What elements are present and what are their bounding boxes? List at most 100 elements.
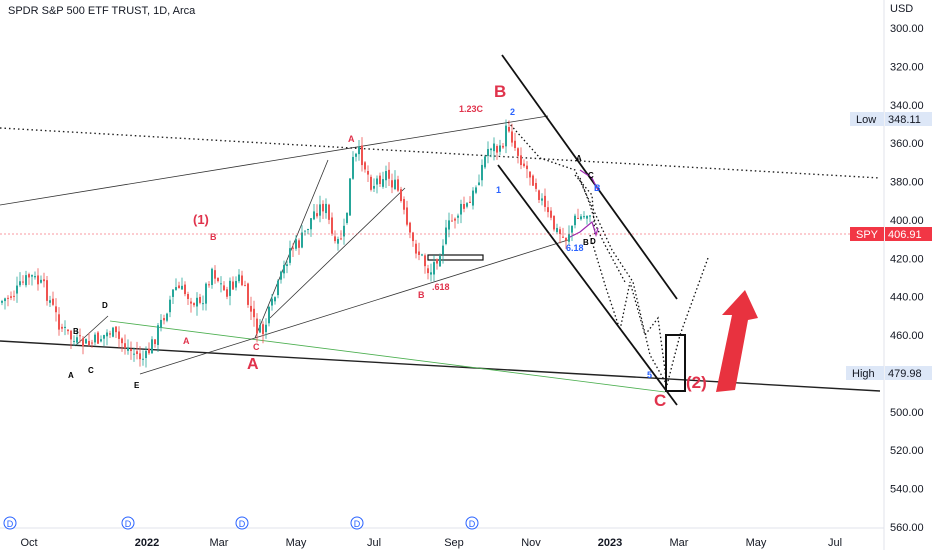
dividend-marker[interactable]	[350, 516, 364, 530]
candle-body	[487, 149, 489, 156]
wave-label-1: (1)	[193, 212, 209, 227]
candle-body	[580, 216, 582, 220]
candle-body	[40, 279, 42, 283]
candle-body	[268, 306, 270, 324]
x-tick-label: May	[286, 537, 307, 549]
candle-body	[13, 295, 15, 297]
candle-body	[166, 313, 168, 321]
wave-label-blk-c: C	[88, 366, 94, 375]
y-axis-ticks: 300.00 320.00 340.00 360.00 380.00 400.00 420.…	[890, 23, 924, 534]
candle-body	[424, 255, 426, 267]
x-tick-label: Mar	[670, 537, 689, 549]
candle-body	[1, 301, 3, 303]
wave-label-blk-b2: B	[583, 238, 589, 247]
candle-body	[334, 236, 336, 242]
wave-channel-d	[74, 315, 109, 347]
candle-body	[253, 308, 255, 318]
candle-body	[295, 239, 297, 249]
x-tick-label: Nov	[521, 537, 541, 549]
candle-body	[112, 327, 114, 337]
wave-label-blue-1: 1	[496, 185, 501, 195]
candle-body	[340, 238, 342, 240]
x-tick-label: Jul	[828, 537, 842, 549]
candle-body	[196, 297, 198, 307]
candle-body	[31, 275, 33, 277]
candle-body	[220, 283, 222, 285]
currency-label: USD	[890, 3, 913, 15]
candle-body	[397, 179, 399, 191]
candle-body	[484, 156, 486, 168]
wave-label-blk-a2: A	[576, 154, 582, 163]
dividend-marker[interactable]	[3, 516, 17, 530]
x-axis-ticks: Oct 2022 Mar May Jul Sep Nov 2023 Mar May Jul	[20, 537, 842, 549]
wave-label-A-big: A	[247, 356, 259, 373]
candle-body	[280, 271, 282, 280]
wave-labels: (1) A B C (2) A B A C B 1.23C .618 A B C…	[68, 82, 707, 410]
candle-body	[391, 180, 393, 188]
candle-body	[88, 340, 90, 346]
y-tick-label: 340.00	[890, 100, 924, 112]
candle-body	[283, 265, 285, 274]
candle-body	[538, 190, 540, 200]
candle-body	[304, 230, 306, 232]
candle-body	[523, 163, 525, 167]
candle-body	[394, 179, 396, 190]
candle-body	[463, 204, 465, 209]
dividend-marker[interactable]	[465, 516, 479, 530]
green-line	[109, 320, 666, 393]
candle-body	[118, 331, 120, 339]
wave-label-C-big: C	[654, 391, 666, 410]
wave-label-2-big: (2)	[686, 373, 707, 392]
candle-body	[520, 155, 522, 166]
candle-body	[292, 247, 294, 249]
wave-label-blk-a: A	[68, 371, 74, 380]
candle-body	[181, 285, 183, 290]
candle-body	[34, 276, 36, 278]
candle-body	[358, 146, 360, 155]
candle-body	[10, 296, 12, 298]
wave-label-b-red: B	[210, 232, 217, 242]
candle-body	[298, 240, 300, 248]
wave-label-a-red: A	[348, 134, 355, 144]
candle-body	[217, 278, 219, 282]
candle-body	[442, 245, 444, 255]
candle-body	[169, 299, 171, 313]
dividend-marker[interactable]	[235, 516, 249, 530]
candle-body	[583, 216, 585, 218]
candle-body	[205, 283, 207, 304]
x-tick-label: Jul	[367, 537, 381, 549]
candle-body	[172, 289, 174, 297]
wave-label-blue-5: 5	[647, 370, 652, 380]
wave-channel-a	[254, 159, 329, 339]
y-tick-label: 400.00	[890, 215, 924, 227]
candle-body	[244, 285, 246, 287]
y-tick-label: 500.00	[890, 407, 924, 419]
candle-body	[193, 303, 195, 306]
candle-body	[505, 125, 507, 147]
dividend-marker[interactable]	[121, 516, 135, 530]
candle-body	[151, 339, 153, 354]
candlestick-series	[1, 119, 591, 368]
candle-body	[439, 256, 441, 267]
candle-body	[106, 332, 108, 337]
candle-body	[565, 237, 567, 241]
candle-body	[481, 164, 483, 181]
candle-body	[361, 145, 363, 166]
y-tick-label: 360.00	[890, 138, 924, 150]
candle-body	[145, 350, 147, 359]
candle-body	[427, 268, 429, 274]
candle-body	[259, 324, 261, 333]
wave-label-B-big: B	[494, 82, 506, 101]
wave-label-blk-d2: D	[590, 237, 596, 246]
candle-body	[526, 165, 528, 170]
candle-body	[286, 264, 288, 267]
candle-body	[496, 146, 498, 153]
candle-body	[502, 145, 504, 148]
candle-body	[370, 176, 372, 190]
svg-text:SPY: SPY	[856, 229, 879, 241]
candle-body	[64, 326, 66, 329]
wave-label-a2-red: A	[183, 336, 190, 346]
candle-body	[310, 218, 312, 230]
candle-body	[136, 351, 138, 354]
